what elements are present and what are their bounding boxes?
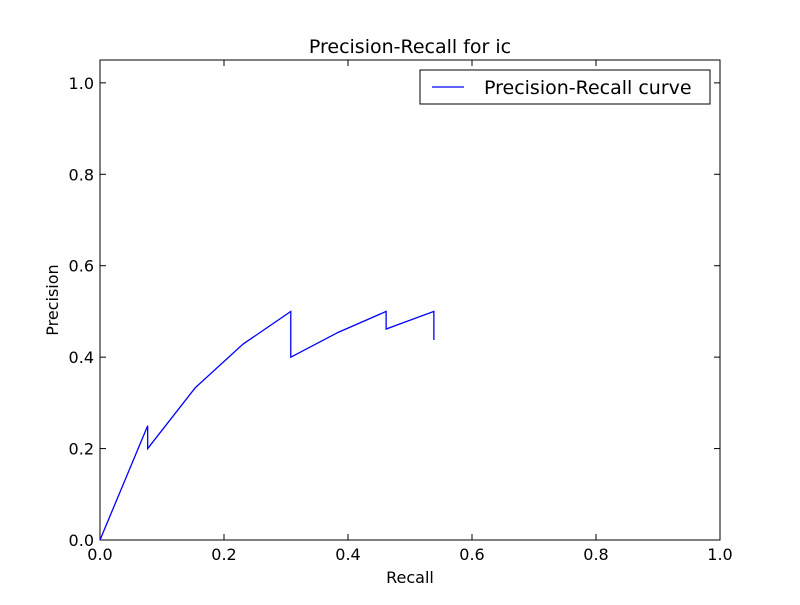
legend-label: Precision-Recall curve (484, 77, 692, 99)
x-tick-label: 0.8 (583, 545, 608, 564)
x-tick-label: 0.4 (335, 545, 360, 564)
legend: Precision-Recall curve (419, 69, 711, 105)
plot-frame (99, 59, 721, 541)
x-tick-label: 1.0 (707, 545, 732, 564)
plot-area: 0.0 0.2 0.4 0.6 0.8 1.0 0.0 0.2 0.4 0.6 0.8 1.0 (69, 59, 733, 564)
chart-title: Precision-Recall for ic (309, 36, 511, 58)
x-tick-label: 0.2 (211, 545, 236, 564)
y-tick-label: 0.8 (69, 165, 94, 184)
y-tick-label: 0.6 (69, 257, 94, 276)
y-tick-label: 0.4 (69, 348, 94, 367)
y-tick-label: 1.0 (69, 74, 94, 93)
legend-box (419, 69, 711, 105)
x-axis-title: Recall (386, 568, 434, 587)
y-axis-title: Precision (43, 264, 62, 335)
x-tick-label: 0.0 (87, 545, 112, 564)
y-tick-label: 0.2 (69, 440, 94, 459)
x-tick-label: 0.6 (459, 545, 484, 564)
y-tick-label: 0.0 (69, 531, 94, 550)
series-line-precision-recall (99, 310, 435, 541)
